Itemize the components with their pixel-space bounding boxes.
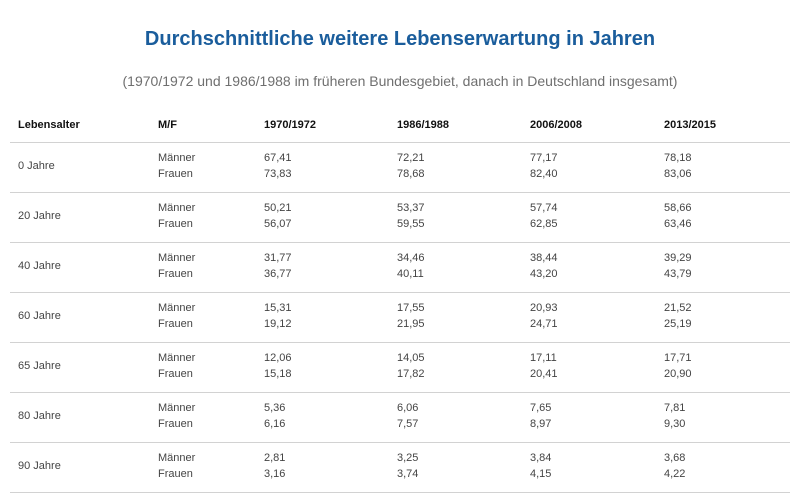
value-maenner-1970-1972: 15,31: [264, 302, 292, 314]
page-subtitle: (1970/1972 und 1986/1988 im früheren Bun…: [122, 73, 678, 89]
value-frauen-2006-2008: 20,41: [530, 368, 558, 380]
column-header-mf: M/F: [158, 119, 177, 131]
value-maenner-1970-1972: 2,81: [264, 452, 286, 464]
table-row: 20 Jahre Männer Frauen 50,21 56,07 53,37 59,55…: [10, 193, 790, 243]
value-frauen-2006-2008: 43,20: [530, 268, 558, 280]
value-maenner-1970-1972: 5,36: [264, 402, 286, 414]
age-label: 80 Jahre: [18, 410, 61, 422]
sex-label-maenner: Männer: [158, 452, 196, 464]
life-expectancy-table: Lebensalter M/F 1970/1972 1986/1988 2006…: [10, 106, 790, 493]
value-frauen-2013-2015: 43,79: [664, 268, 692, 280]
value-maenner-1970-1972: 31,77: [264, 252, 292, 264]
value-maenner-2013-2015: 78,18: [664, 152, 692, 164]
value-frauen-2006-2008: 82,40: [530, 168, 558, 180]
value-frauen-2006-2008: 24,71: [530, 318, 558, 330]
column-header-lebensalter: Lebensalter: [18, 119, 80, 131]
value-maenner-1970-1972: 50,21: [264, 202, 292, 214]
value-frauen-2006-2008: 8,97: [530, 418, 552, 430]
value-maenner-2006-2008: 38,44: [530, 252, 558, 264]
table-row: 40 Jahre Männer Frauen 31,77 36,77 34,46 40,11…: [10, 243, 790, 293]
value-frauen-1970-1972: 73,83: [264, 168, 292, 180]
value-frauen-1986-1988: 21,95: [397, 318, 425, 330]
value-maenner-1986-1988: 6,06: [397, 402, 419, 414]
page-title: Durchschnittliche weitere Lebenserwartun…: [144, 28, 656, 50]
sex-label-frauen: Frauen: [158, 418, 193, 430]
value-frauen-1970-1972: 6,16: [264, 418, 286, 430]
age-label: 40 Jahre: [18, 260, 61, 272]
table-header-row: Lebensalter M/F 1970/1972 1986/1988 2006…: [10, 106, 790, 143]
value-maenner-2013-2015: 7,81: [664, 402, 686, 414]
age-label: 20 Jahre: [18, 210, 61, 222]
value-maenner-2013-2015: 39,29: [664, 252, 692, 264]
table-row: 90 Jahre Männer Frauen 2,81 3,16 3,25 3,74 3,84…: [10, 443, 790, 493]
value-maenner-1970-1972: 12,06: [264, 352, 292, 364]
sex-label-frauen: Frauen: [158, 368, 193, 380]
age-label: 0 Jahre: [18, 160, 55, 172]
value-maenner-1970-1972: 67,41: [264, 152, 292, 164]
value-maenner-2013-2015: 21,52: [664, 302, 692, 314]
value-frauen-1986-1988: 40,11: [397, 268, 424, 280]
value-maenner-1986-1988: 3,25: [397, 452, 419, 464]
value-maenner-2013-2015: 3,68: [664, 452, 686, 464]
value-frauen-1986-1988: 7,57: [397, 418, 419, 430]
value-frauen-2013-2015: 9,30: [664, 418, 686, 430]
sex-label-maenner: Männer: [158, 152, 196, 164]
value-frauen-1970-1972: 15,18: [264, 368, 292, 380]
value-frauen-1986-1988: 78,68: [397, 168, 425, 180]
value-maenner-2006-2008: 20,93: [530, 302, 558, 314]
value-frauen-1986-1988: 3,74: [397, 468, 419, 480]
column-header-2013-2015: 2013/2015: [664, 119, 716, 131]
sex-label-maenner: Männer: [158, 402, 196, 414]
value-frauen-2013-2015: 4,22: [664, 468, 686, 480]
age-label: 60 Jahre: [18, 310, 61, 322]
table-body: 0 Jahre Männer Frauen 67,41 73,83 72,21 78,68 7…: [10, 143, 790, 493]
sex-label-maenner: Männer: [158, 252, 196, 264]
table-row: 0 Jahre Männer Frauen 67,41 73,83 72,21 78,68 7…: [10, 143, 790, 193]
value-frauen-1986-1988: 17,82: [397, 368, 425, 380]
sex-label-frauen: Frauen: [158, 268, 193, 280]
sex-label-maenner: Männer: [158, 202, 196, 214]
value-maenner-2013-2015: 58,66: [664, 202, 692, 214]
value-maenner-2006-2008: 7,65: [530, 402, 552, 414]
value-maenner-2006-2008: 77,17: [530, 152, 558, 164]
value-frauen-2006-2008: 4,15: [530, 468, 552, 480]
value-frauen-2013-2015: 25,19: [664, 318, 692, 330]
value-maenner-1986-1988: 17,55: [397, 302, 425, 314]
value-maenner-1986-1988: 14,05: [397, 352, 425, 364]
value-maenner-2006-2008: 17,11: [530, 352, 557, 364]
sex-label-frauen: Frauen: [158, 468, 193, 480]
sex-label-maenner: Männer: [158, 302, 196, 314]
column-header-1970-1972: 1970/1972: [264, 119, 316, 131]
value-maenner-1986-1988: 53,37: [397, 202, 425, 214]
sex-label-maenner: Männer: [158, 352, 196, 364]
value-frauen-1970-1972: 36,77: [264, 268, 292, 280]
value-maenner-1986-1988: 34,46: [397, 252, 425, 264]
value-frauen-2013-2015: 63,46: [664, 218, 692, 230]
sex-label-frauen: Frauen: [158, 218, 193, 230]
column-header-2006-2008: 2006/2008: [530, 119, 582, 131]
value-maenner-1986-1988: 72,21: [397, 152, 425, 164]
value-maenner-2013-2015: 17,71: [664, 352, 692, 364]
value-frauen-2013-2015: 20,90: [664, 368, 692, 380]
age-label: 65 Jahre: [18, 360, 61, 372]
value-frauen-1970-1972: 3,16: [264, 468, 286, 480]
value-frauen-2013-2015: 83,06: [664, 168, 692, 180]
table-row: 80 Jahre Männer Frauen 5,36 6,16 6,06 7,57 7,65…: [10, 393, 790, 443]
table-row: 65 Jahre Männer Frauen 12,06 15,18 14,05 17,82…: [10, 343, 790, 393]
sex-label-frauen: Frauen: [158, 318, 193, 330]
age-label: 90 Jahre: [18, 460, 61, 472]
value-frauen-2006-2008: 62,85: [530, 218, 558, 230]
value-maenner-2006-2008: 3,84: [530, 452, 552, 464]
value-frauen-1970-1972: 19,12: [264, 318, 292, 330]
column-header-1986-1988: 1986/1988: [397, 119, 449, 131]
value-frauen-1970-1972: 56,07: [264, 218, 292, 230]
value-frauen-1986-1988: 59,55: [397, 218, 425, 230]
value-maenner-2006-2008: 57,74: [530, 202, 558, 214]
table-row: 60 Jahre Männer Frauen 15,31 19,12 17,55 21,95…: [10, 293, 790, 343]
sex-label-frauen: Frauen: [158, 168, 193, 180]
